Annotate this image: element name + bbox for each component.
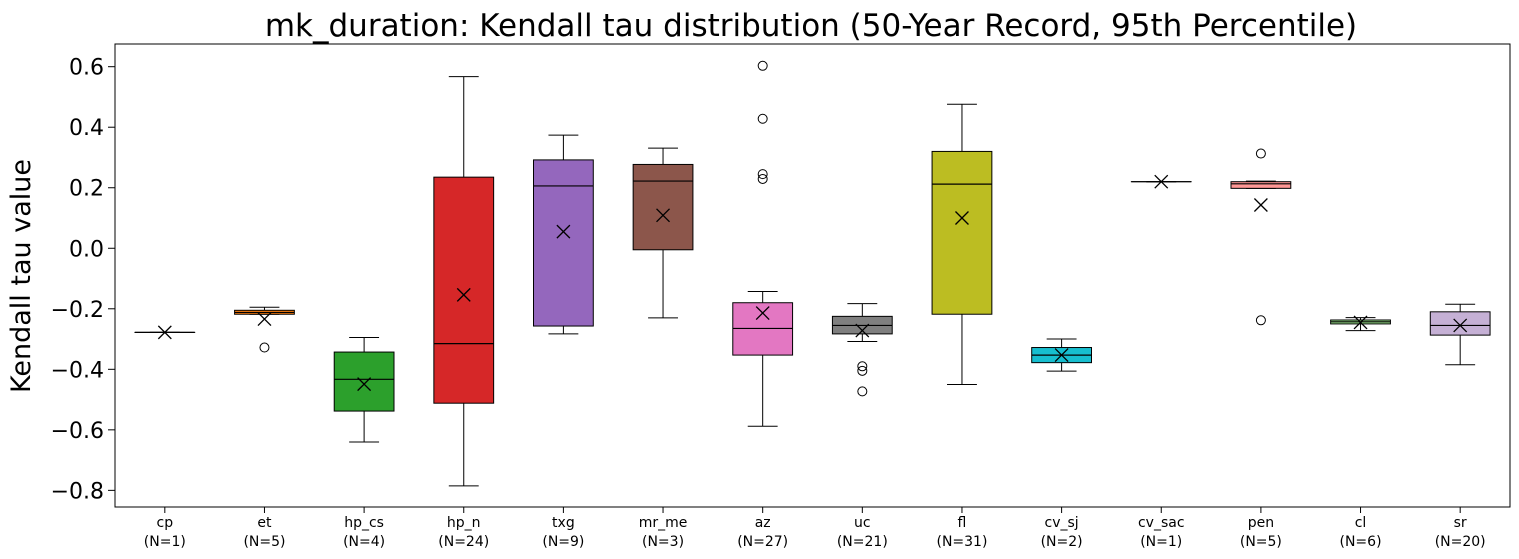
x-tick-count-label: (N=5): [1240, 534, 1282, 550]
x-tick-count-label: (N=4): [343, 534, 385, 550]
y-tick-label: 0.6: [69, 56, 104, 81]
outlier-point: [757, 60, 768, 71]
y-tick-label: −0.4: [51, 358, 104, 383]
x-tick-count-label: (N=2): [1041, 534, 1083, 550]
plot-area: [134, 60, 1491, 487]
x-tick-label: mr_me: [639, 515, 688, 531]
y-tick-label: −0.2: [51, 298, 104, 323]
x-tick-label: et: [257, 515, 272, 531]
mean-marker: [1353, 315, 1368, 330]
iqr-box: [333, 351, 395, 412]
iqr-box: [931, 150, 993, 315]
mean-marker: [357, 377, 372, 392]
y-tick-label: 0.2: [69, 177, 104, 202]
x-tick-label: txg: [552, 515, 575, 531]
box-group-cv_sj: [1031, 338, 1092, 372]
box-group-cl: [1330, 315, 1391, 332]
box-group-hp_cs: [333, 337, 395, 443]
iqr-box: [1230, 181, 1292, 189]
x-tick-label: cl: [1355, 515, 1367, 531]
x-tick-count-label: (N=27): [737, 534, 788, 550]
outlier-point: [857, 361, 868, 372]
x-tick-label: az: [755, 515, 771, 531]
plot-frame: [114, 43, 1511, 508]
y-axis-label: Kendall tau value: [6, 159, 37, 393]
box-group-cv_sac: [1130, 174, 1192, 189]
box-group-txg: [533, 134, 594, 335]
box-group-hp_n: [433, 76, 495, 487]
mean-marker: [755, 306, 770, 320]
box-group-sr: [1429, 303, 1491, 366]
mean-marker: [855, 323, 870, 338]
mean-marker: [456, 287, 471, 302]
x-tick-count-label: (N=3): [642, 534, 684, 550]
box-group-uc: [831, 303, 893, 397]
outlier-point: [1255, 148, 1266, 159]
box-group-mr_me: [632, 147, 694, 319]
x-tick-count-label: (N=20): [1435, 534, 1486, 550]
outlier-point: [1255, 315, 1266, 326]
x-tick-count-label: (N=6): [1340, 534, 1382, 550]
iqr-box: [632, 163, 694, 251]
y-tick-label: −0.6: [51, 419, 104, 444]
box-group-et: [234, 306, 295, 353]
x-tick-label: hp_n: [447, 515, 481, 531]
y-tick-label: −0.8: [51, 479, 104, 504]
iqr-box: [433, 176, 495, 404]
x-tick-label: cv_sac: [1138, 515, 1185, 531]
x-tick-count-label: (N=5): [243, 534, 285, 550]
mean-marker: [157, 325, 172, 340]
outlier-point: [757, 113, 768, 124]
iqr-box: [1429, 311, 1491, 336]
x-tick-label: cp: [157, 515, 174, 531]
y-tick-label: 0.4: [69, 116, 104, 141]
mean-marker: [1054, 348, 1069, 363]
x-tick-label: cv_sj: [1045, 515, 1079, 531]
box-group-pen: [1230, 148, 1292, 326]
x-tick-count-label: (N=21): [837, 534, 888, 550]
mean-marker: [1154, 174, 1169, 189]
x-tick-label: hp_cs: [344, 515, 384, 531]
x-tick-label: uc: [854, 515, 871, 531]
outlier-point: [259, 342, 270, 353]
iqr-box: [533, 159, 594, 327]
outlier-point: [857, 386, 868, 397]
mean-marker: [955, 211, 969, 225]
mean-marker: [556, 224, 571, 239]
x-tick-count-label: (N=1): [1140, 534, 1182, 550]
x-tick-label: pen: [1248, 515, 1274, 531]
x-tick-count-label: (N=31): [936, 534, 987, 550]
chart-title: mk_duration: Kendall tau distribution (5…: [265, 8, 1357, 44]
x-tick-count-label: (N=9): [542, 534, 584, 550]
x-tick-count-label: (N=1): [144, 534, 186, 550]
x-tick-label: sr: [1454, 515, 1467, 531]
mean-marker: [1253, 198, 1268, 212]
mean-marker: [656, 208, 670, 223]
x-tick-label: fl: [958, 515, 967, 531]
box-group-az: [732, 60, 794, 427]
outlier-point: [757, 169, 768, 180]
mean-marker: [1453, 318, 1468, 333]
outlier-point: [757, 173, 768, 184]
box-group-cp: [134, 325, 196, 340]
mean-marker: [257, 312, 272, 327]
y-tick-label: 0.0: [69, 237, 104, 262]
x-tick-count-label: (N=24): [438, 534, 489, 550]
outlier-point: [857, 365, 868, 376]
box-group-fl: [931, 103, 993, 385]
